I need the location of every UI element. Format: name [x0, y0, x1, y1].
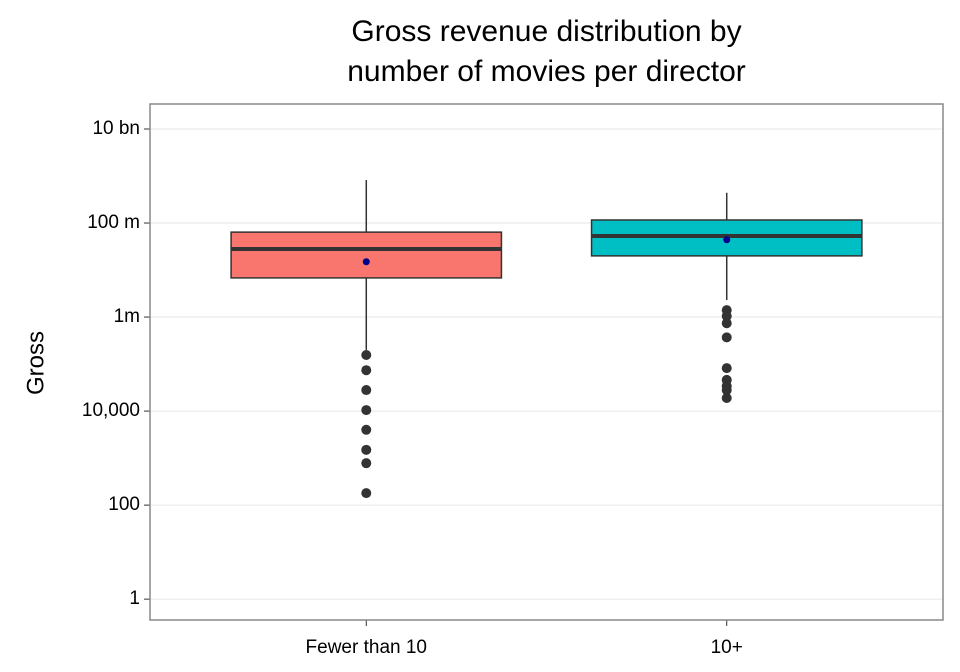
- outlier: [721, 363, 732, 374]
- y-tick-label: 1m: [114, 306, 140, 327]
- outlier: [361, 385, 372, 396]
- mean-point: [723, 236, 731, 244]
- outlier: [721, 392, 732, 403]
- box: [230, 231, 503, 279]
- outlier: [361, 349, 372, 360]
- outlier: [361, 444, 372, 455]
- x-tick-label: 10+: [711, 637, 743, 658]
- outlier: [361, 365, 372, 376]
- y-tick-label: 100: [108, 494, 140, 515]
- outlier: [361, 488, 372, 499]
- outlier: [721, 318, 732, 329]
- y-tick-label: 100 m: [87, 212, 140, 233]
- outlier: [361, 405, 372, 416]
- outlier: [361, 458, 372, 469]
- y-axis-label: Gross: [22, 331, 49, 395]
- outlier: [721, 332, 732, 343]
- x-tick-label: Fewer than 10: [306, 637, 427, 658]
- outlier: [721, 311, 732, 322]
- outlier: [721, 385, 732, 396]
- plot-background: [150, 104, 943, 620]
- mean-point: [362, 258, 370, 266]
- outlier: [361, 424, 372, 435]
- chart-title: Gross revenue distribution by number of …: [347, 15, 746, 88]
- y-tick-label: 10 bn: [92, 118, 140, 139]
- y-tick-label: 10,000: [82, 400, 140, 421]
- panel-border: [149, 103, 944, 621]
- y-tick-label: 1: [129, 588, 140, 609]
